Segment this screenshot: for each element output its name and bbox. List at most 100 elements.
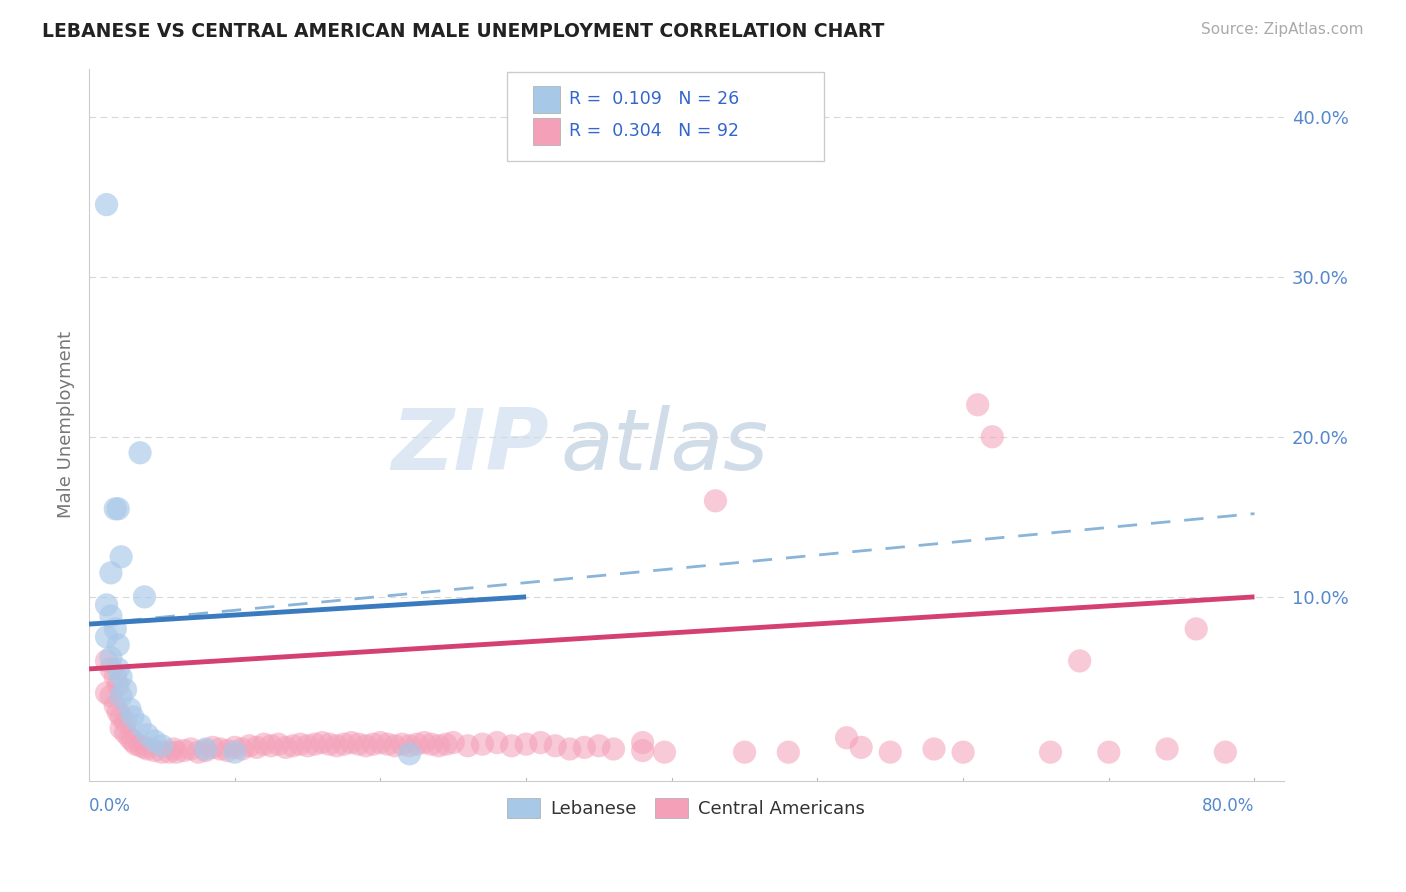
Point — [224, 740, 246, 755]
Point — [194, 742, 217, 756]
Point — [398, 739, 420, 753]
Point — [377, 737, 399, 751]
Point — [952, 745, 974, 759]
Point — [654, 745, 676, 759]
Point — [110, 549, 132, 564]
Point — [129, 718, 152, 732]
Point — [1039, 745, 1062, 759]
Point — [104, 622, 127, 636]
Point — [879, 745, 901, 759]
Point — [501, 739, 523, 753]
Point — [187, 745, 209, 759]
Point — [574, 740, 596, 755]
Point — [166, 745, 188, 759]
Point — [100, 662, 122, 676]
Point — [304, 737, 326, 751]
Point — [981, 430, 1004, 444]
Point — [110, 721, 132, 735]
Point — [457, 739, 479, 753]
Point — [485, 735, 508, 749]
Point — [143, 743, 166, 757]
Point — [201, 740, 224, 755]
Point — [110, 689, 132, 703]
Point — [136, 742, 159, 756]
Point — [104, 501, 127, 516]
Point — [157, 745, 180, 759]
Text: LEBANESE VS CENTRAL AMERICAN MALE UNEMPLOYMENT CORRELATION CHART: LEBANESE VS CENTRAL AMERICAN MALE UNEMPL… — [42, 22, 884, 41]
Point — [136, 728, 159, 742]
Point — [966, 398, 988, 412]
Point — [734, 745, 756, 759]
Point — [162, 742, 184, 756]
Point — [107, 638, 129, 652]
Text: atlas: atlas — [561, 405, 769, 488]
Point — [340, 735, 363, 749]
Point — [434, 737, 457, 751]
Point — [104, 670, 127, 684]
Point — [134, 590, 156, 604]
Point — [515, 737, 537, 751]
Point — [100, 609, 122, 624]
Point — [253, 737, 276, 751]
Point — [471, 737, 494, 751]
Point — [778, 745, 800, 759]
Point — [405, 737, 427, 751]
Point — [180, 742, 202, 756]
Point — [224, 745, 246, 759]
Point — [110, 670, 132, 684]
Point — [361, 737, 384, 751]
Point — [96, 630, 118, 644]
Text: Source: ZipAtlas.com: Source: ZipAtlas.com — [1201, 22, 1364, 37]
Point — [96, 686, 118, 700]
Point — [311, 735, 333, 749]
Point — [96, 598, 118, 612]
Point — [114, 726, 136, 740]
Point — [118, 702, 141, 716]
Text: R =  0.304   N = 92: R = 0.304 N = 92 — [569, 122, 740, 140]
Point — [333, 737, 356, 751]
Point — [114, 714, 136, 729]
Point — [134, 740, 156, 755]
Point — [391, 737, 413, 751]
Point — [143, 734, 166, 748]
Point — [325, 739, 347, 753]
Point — [246, 740, 269, 755]
Point — [427, 739, 450, 753]
Point — [100, 650, 122, 665]
Point — [110, 710, 132, 724]
Point — [602, 742, 624, 756]
Point — [104, 698, 127, 713]
Point — [922, 742, 945, 756]
Point — [441, 735, 464, 749]
Point — [318, 737, 340, 751]
Point — [413, 735, 436, 749]
Point — [1185, 622, 1208, 636]
Legend: Lebanese, Central Americans: Lebanese, Central Americans — [501, 791, 873, 825]
Point — [558, 742, 581, 756]
Point — [1098, 745, 1121, 759]
Point — [1156, 742, 1178, 756]
Point — [1069, 654, 1091, 668]
Point — [370, 735, 392, 749]
Point — [588, 739, 610, 753]
Point — [398, 747, 420, 761]
Point — [118, 731, 141, 745]
Point — [238, 739, 260, 753]
Point — [217, 743, 239, 757]
Point — [1215, 745, 1237, 759]
Point — [544, 739, 567, 753]
Point — [260, 739, 283, 753]
Point — [114, 682, 136, 697]
Point — [100, 566, 122, 580]
Point — [274, 740, 297, 755]
Point — [530, 735, 553, 749]
Point — [150, 739, 173, 753]
Point — [209, 742, 232, 756]
Point — [121, 710, 143, 724]
Point — [704, 493, 727, 508]
Point — [121, 734, 143, 748]
Point — [835, 731, 858, 745]
Point — [96, 654, 118, 668]
Text: 0.0%: 0.0% — [89, 797, 131, 815]
Y-axis label: Male Unemployment: Male Unemployment — [58, 331, 75, 518]
